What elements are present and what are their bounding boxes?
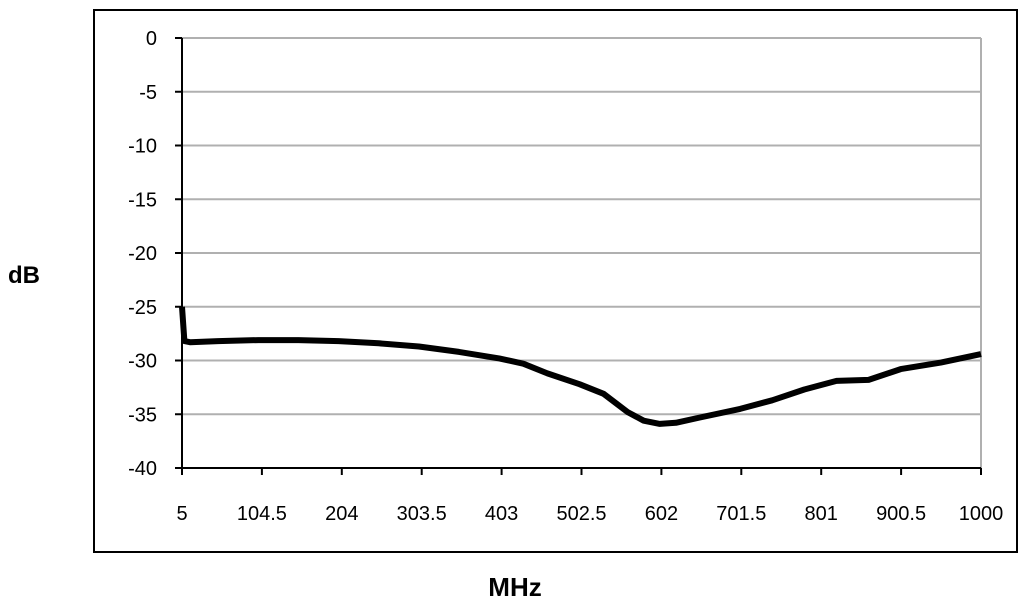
y-tick-label: -35 — [128, 404, 157, 426]
y-tick-label: -30 — [128, 351, 157, 373]
x-tick-label: 403 — [485, 503, 518, 525]
y-axis-ticks: 0 -5 -10 -15 -20 -25 -30 -35 -40 — [128, 28, 182, 480]
y-tick-label: -25 — [128, 297, 157, 319]
x-tick-label: 104.5 — [237, 503, 287, 525]
y-axis-label: dB — [8, 262, 40, 289]
y-tick-label: -5 — [139, 82, 157, 104]
x-axis-ticks: 5 104.5 204 303.5 403 502.5 602 701.5 801 900.5 10… — [176, 468, 1003, 525]
x-tick-label: 900.5 — [876, 503, 926, 525]
x-tick-label: 204 — [325, 503, 358, 525]
y-tick-label: -15 — [128, 189, 157, 211]
y-tick-label: -20 — [128, 243, 157, 265]
series-line — [179, 306, 982, 427]
x-tick-label: 701.5 — [716, 503, 766, 525]
series-group — [179, 306, 982, 427]
y-tick-label: -40 — [128, 458, 157, 480]
x-tick-label: 502.5 — [556, 503, 606, 525]
x-tick-label: 801 — [805, 503, 838, 525]
x-tick-label: 5 — [176, 503, 187, 525]
chart-frame — [93, 9, 1018, 553]
y-tick-label: 0 — [146, 28, 157, 50]
y-tick-label: -10 — [128, 136, 157, 158]
x-tick-label: 303.5 — [397, 503, 447, 525]
x-tick-label: 1000 — [959, 503, 1004, 525]
x-axis-label: MHz — [488, 572, 542, 602]
grid-lines — [182, 37, 982, 468]
x-tick-label: 602 — [645, 503, 678, 525]
